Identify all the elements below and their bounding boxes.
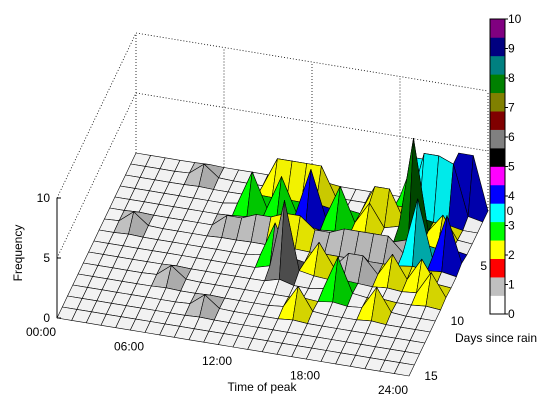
colorbar-segment: [490, 184, 505, 204]
colorbar-segment: [490, 166, 505, 186]
colorbar-segment: [490, 129, 505, 149]
x-tick-label: 00:00: [26, 325, 56, 339]
grid-line: [135, 92, 489, 152]
colorbar-tick-label: 10: [508, 12, 522, 26]
surface-cell: [393, 362, 415, 377]
colorbar-segment: [490, 295, 505, 315]
colorbar-segment: [490, 240, 505, 259]
z-tick-label: 0: [43, 311, 50, 325]
box-edge: [56, 32, 137, 199]
colorbar-segment: [490, 37, 505, 57]
colorbar-tick-label: 4: [508, 189, 515, 203]
colorbar-tick-label: 7: [508, 101, 515, 115]
x-axis-label: Time of peak: [228, 380, 298, 394]
y-axis-label: Days since rain: [455, 331, 537, 345]
colorbar-segment: [490, 277, 505, 296]
y-tick-label: 5: [480, 259, 487, 273]
box-edge: [135, 32, 489, 92]
x-tick-label: 06:00: [114, 340, 144, 354]
z-tick-label: 5: [43, 251, 50, 265]
colorbar-segment: [490, 148, 505, 167]
colorbar-segment: [490, 55, 505, 75]
colorbar-segment: [490, 258, 505, 278]
surface-plot: [56, 138, 489, 377]
y-tick-label: 0: [507, 204, 514, 218]
colorbar-segment: [490, 203, 505, 223]
colorbar-segment: [490, 92, 505, 112]
colorbar-segment: [490, 19, 505, 38]
y-tick-label: 10: [451, 314, 465, 328]
colorbar-segment: [490, 111, 505, 130]
grid-line: [56, 92, 137, 259]
colorbar-segment: [490, 221, 505, 241]
colorbar-tick-label: 6: [508, 130, 515, 144]
colorbar: 0 1 2 3 4 5 6 7 8 9 10: [489, 12, 522, 321]
colorbar-tick-label: 2: [508, 248, 515, 262]
x-tick-label: 24:00: [378, 383, 408, 397]
colorbar-segment: [490, 74, 505, 94]
z-tick-label: 10: [37, 191, 51, 205]
x-tick-label: 12:00: [202, 354, 232, 368]
y-tick-label: 15: [424, 369, 438, 383]
colorbar-tick-label: 3: [508, 219, 515, 233]
colorbar-tick-label: 9: [508, 42, 515, 56]
colorbar-tick-label: 0: [508, 307, 515, 321]
colorbar-tick-label: 1: [508, 278, 515, 292]
x-tick-label: 18:00: [290, 369, 320, 383]
colorbar-tick-label: 5: [508, 160, 515, 174]
colorbar-tick-label: 8: [508, 71, 515, 85]
z-axis-label: Frequency: [11, 225, 25, 282]
